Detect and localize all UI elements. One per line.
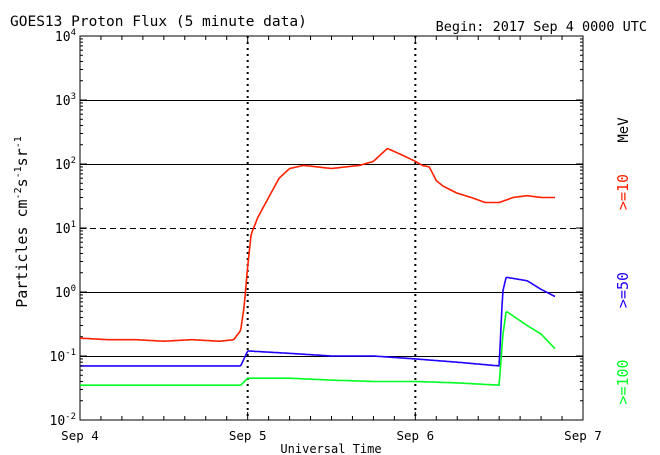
x-tick-label: Sep 5 (229, 428, 267, 443)
legend-label-50mev: >=50 (614, 272, 632, 308)
y-tick-label: 100 (55, 284, 76, 301)
x-tick-label: Sep 4 (61, 428, 99, 443)
y-tick-label: 101 (55, 220, 76, 237)
series-line-1 (80, 276, 556, 367)
series-line-0 (80, 147, 555, 342)
legend-label-10mev: >=10 (614, 174, 632, 210)
unit-label: MeV (616, 117, 632, 143)
axes: 10-2 10-1 100 101 102 103 104 Sep 4 Sep 5 Sep 6 Se… (50, 28, 602, 443)
chart-subtitle: Begin: 2017 Sep 4 0000 UTC (436, 19, 647, 35)
y-tick-label: 10-2 (50, 412, 77, 429)
legend-label-100mev: >=100 (614, 359, 632, 404)
y-tick-label: 103 (55, 92, 76, 109)
x-axis-label: Universal Time (280, 442, 381, 455)
y-axis-label: Particles cm-2s-1sr-1 (13, 136, 31, 308)
chart-title: GOES13 Proton Flux (5 minute data) (10, 14, 307, 30)
y-tick-label: 104 (55, 28, 76, 45)
series-line-2 (80, 310, 556, 387)
series-lines (80, 147, 556, 387)
grid (80, 36, 583, 420)
y-tick-label: 10-1 (50, 348, 77, 365)
x-tick-label: Sep 6 (397, 428, 435, 443)
y-tick-label: 102 (55, 156, 76, 173)
x-tick-label: Sep 7 (564, 428, 602, 443)
